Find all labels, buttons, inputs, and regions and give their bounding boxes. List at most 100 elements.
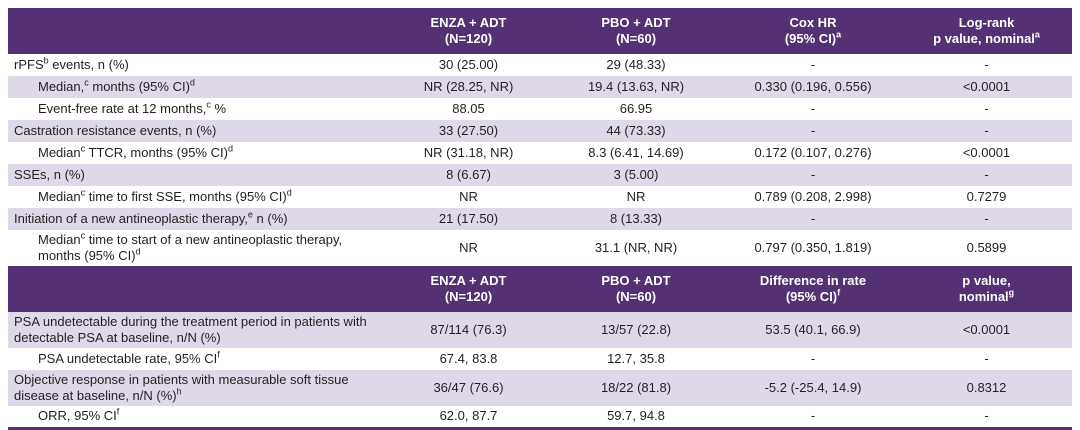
data-cell: NR — [390, 230, 547, 266]
data-cell: - — [901, 348, 1072, 370]
row-label: SSEs, n (%) — [8, 164, 390, 186]
data-cell: - — [725, 348, 901, 370]
data-cell: <0.0001 — [901, 312, 1072, 348]
row-label: PSA undetectable rate, 95% CIf — [8, 348, 390, 370]
data-cell: - — [901, 208, 1072, 230]
footnote-marker: f — [116, 406, 120, 417]
table-row: Initiation of a new antineoplastic thera… — [8, 208, 1072, 230]
footnote-marker: d — [227, 143, 233, 154]
data-cell: 8 (13.33) — [547, 208, 725, 230]
footnote-marker: a — [836, 29, 842, 40]
data-cell: 8 (6.67) — [390, 164, 547, 186]
footnote-marker: c — [206, 99, 211, 110]
data-cell: 88.05 — [390, 98, 547, 120]
data-cell: 8.3 (6.41, 14.69) — [547, 142, 725, 164]
data-cell: 62.0, 87.7 — [390, 406, 547, 428]
data-cell: NR — [390, 186, 547, 208]
table-row: Event-free rate at 12 months,c % 88.05 66.… — [8, 98, 1072, 120]
column-header: PBO + ADT (N=60) — [547, 8, 725, 54]
column-header: Difference in rate (95% CI)f — [725, 266, 901, 312]
data-cell: - — [901, 406, 1072, 428]
table-row: PSA undetectable rate, 95% CIf 67.4, 83.8… — [8, 348, 1072, 370]
data-cell: - — [901, 54, 1072, 76]
data-cell: 3 (5.00) — [547, 164, 725, 186]
row-label: Objective response in patients with meas… — [8, 370, 390, 406]
section-header-row: ENZA + ADT (N=120) PBO + ADT (N=60) Differen… — [8, 266, 1072, 312]
table-row: SSEs, n (%) 8 (6.67) 3 (5.00) - - — [8, 164, 1072, 186]
data-cell: 18/22 (81.8) — [547, 370, 725, 406]
table-row: PSA undetectable during the treatment pe… — [8, 312, 1072, 348]
data-cell: -5.2 (-25.4, 14.9) — [725, 370, 901, 406]
data-cell: 0.7279 — [901, 186, 1072, 208]
data-cell: 0.172 (0.107, 0.276) — [725, 142, 901, 164]
data-cell: <0.0001 — [901, 142, 1072, 164]
row-label: ORR, 95% CIf — [8, 406, 390, 428]
table-row: ORR, 95% CIf 62.0, 87.7 59.7, 94.8- - — [8, 406, 1072, 428]
data-cell: 13/57 (22.8) — [547, 312, 725, 348]
row-label: Castration resistance events, n (%) — [8, 120, 390, 142]
data-cell: - — [901, 120, 1072, 142]
column-header: ENZA + ADT (N=120) — [390, 266, 547, 312]
data-cell: 44 (73.33) — [547, 120, 725, 142]
footnote-marker: c — [80, 143, 86, 154]
corner-cell — [8, 266, 390, 312]
data-cell: NR (31.18, NR) — [390, 142, 547, 164]
data-cell: 66.95 — [547, 98, 725, 120]
footnote-marker: d — [135, 246, 141, 257]
footnote-marker: e — [247, 209, 253, 220]
column-header: PBO + ADT (N=60) — [547, 266, 725, 312]
data-cell: 29 (48.33) — [547, 54, 725, 76]
row-label: PSA undetectable during the treatment pe… — [8, 312, 390, 348]
footnote-marker: c — [80, 187, 86, 198]
footnote-marker: d — [286, 187, 292, 198]
table-row: Castration resistance events, n (%) 33 (2… — [8, 120, 1072, 142]
table-row: Median,c months (95% CI)d NR (28.25, NR) 1… — [8, 76, 1072, 98]
data-cell: 0.8312 — [901, 370, 1072, 406]
data-cell: 0.797 (0.350, 1.819) — [725, 230, 901, 266]
data-cell: 0.330 (0.196, 0.556) — [725, 76, 901, 98]
table-row: Medianc time to first SSE, months (95% C… — [8, 186, 1072, 208]
column-header: Cox HR (95% CI)a — [725, 8, 901, 54]
data-cell: NR — [547, 186, 725, 208]
data-cell: 31.1 (NR, NR) — [547, 230, 725, 266]
data-cell: - — [725, 54, 901, 76]
data-cell: 59.7, 94.8 — [547, 406, 725, 428]
footnote-marker: a — [1034, 29, 1040, 40]
footnote-marker: h — [176, 386, 182, 397]
column-header: Log-rank p value, nominala — [901, 8, 1072, 54]
data-cell: - — [725, 406, 901, 428]
footnote-marker: b — [43, 55, 49, 66]
row-label: Medianc TTCR, months (95% CI)d — [8, 142, 390, 164]
outcomes-table: ENZA + ADT (N=120) PBO + ADT (N=60) Cox HR (9… — [8, 8, 1072, 430]
data-cell: NR (28.25, NR) — [390, 76, 547, 98]
corner-cell — [8, 8, 390, 54]
footnote-marker: f — [217, 349, 220, 360]
row-label: Event-free rate at 12 months,c % — [8, 98, 390, 120]
table-row: rPFSb events, n (%) 30 (25.00) 29 (48.33) -… — [8, 54, 1072, 76]
data-cell: 0.789 (0.208, 2.998) — [725, 186, 901, 208]
data-cell: <0.0001 — [901, 76, 1072, 98]
data-cell: - — [725, 164, 901, 186]
data-cell: 30 (25.00) — [390, 54, 547, 76]
data-cell: 67.4, 83.8 — [390, 348, 547, 370]
footnote-marker: f — [837, 287, 841, 298]
data-cell: - — [725, 120, 901, 142]
data-cell: - — [725, 208, 901, 230]
row-label: Medianc time to start of a new antineopl… — [8, 230, 390, 266]
data-cell: 19.4 (13.63, NR) — [547, 76, 725, 98]
row-label: Initiation of a new antineoplastic thera… — [8, 208, 390, 230]
row-label: Medianc time to first SSE, months (95% C… — [8, 186, 390, 208]
row-label: rPFSb events, n (%) — [8, 54, 390, 76]
footnote-marker: c — [80, 230, 86, 241]
data-cell: 53.5 (40.1, 66.9) — [725, 312, 901, 348]
data-cell: 12.7, 35.8 — [547, 348, 725, 370]
table-row: Medianc TTCR, months (95% CI)d NR (31.18,… — [8, 142, 1072, 164]
column-header: ENZA + ADT (N=120) — [390, 8, 547, 54]
data-cell: - — [901, 98, 1072, 120]
data-cell: - — [725, 98, 901, 120]
outcomes-table-body: ENZA + ADT (N=120) PBO + ADT (N=60) Cox HR (9… — [8, 8, 1072, 428]
footnote-marker: c — [84, 77, 89, 88]
data-cell: 33 (27.50) — [390, 120, 547, 142]
clinical-outcomes-figure: ENZA + ADT (N=120) PBO + ADT (N=60) Cox HR (9… — [8, 8, 1072, 430]
table-row: Medianc time to start of a new antineopl… — [8, 230, 1072, 266]
